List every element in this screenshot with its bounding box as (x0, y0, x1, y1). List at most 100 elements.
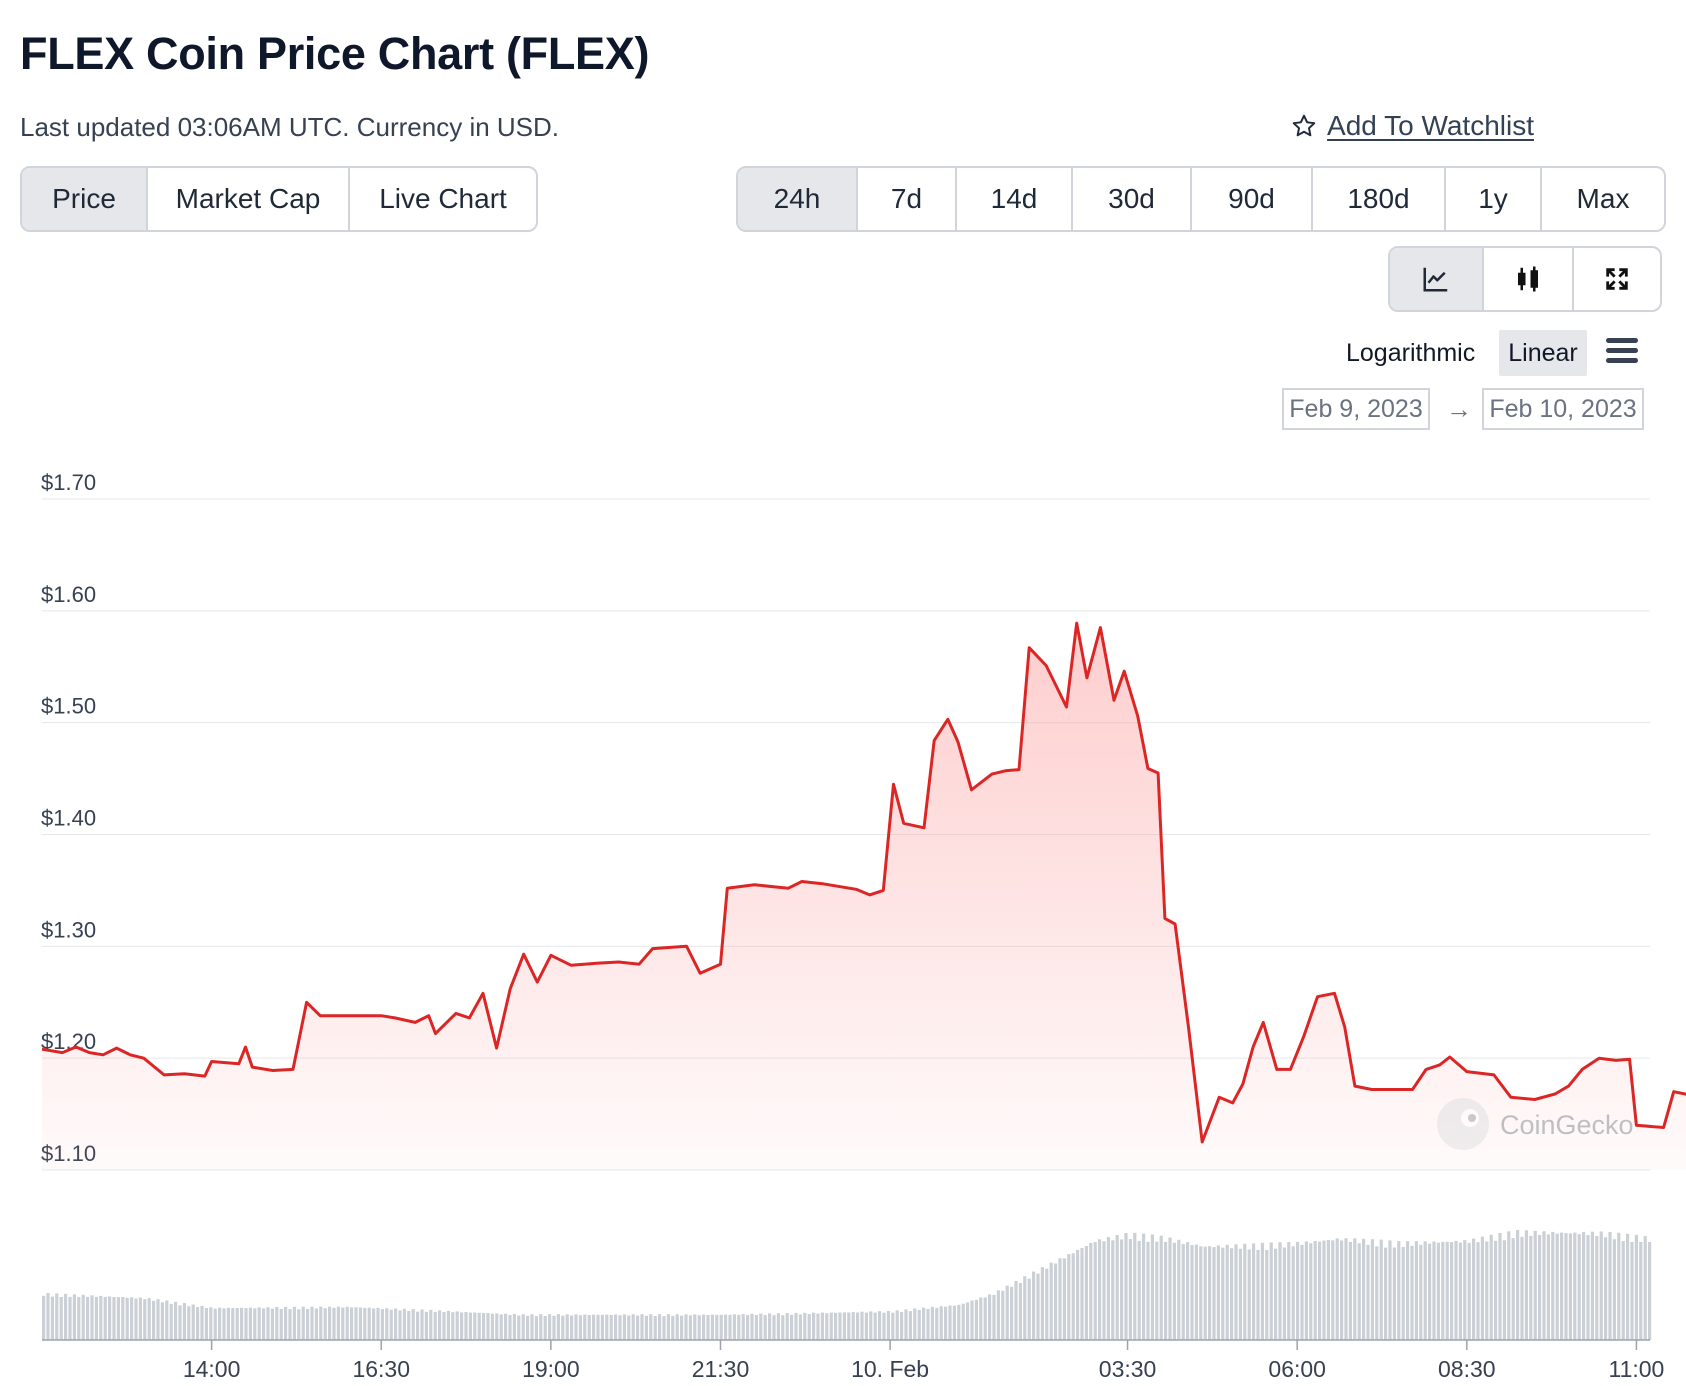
page-title: FLEX Coin Price Chart (FLEX) (20, 28, 650, 79)
volume-bar (1234, 1244, 1238, 1340)
scale-logarithmic[interactable]: Logarithmic (1346, 338, 1476, 367)
volume-bar (1194, 1244, 1198, 1340)
volume-bar (517, 1315, 521, 1340)
tab-live-chart[interactable]: Live Chart (379, 183, 507, 214)
range-30d[interactable]: 30d (1073, 168, 1192, 230)
volume-bar (218, 1307, 222, 1340)
volume-bar (1357, 1243, 1361, 1340)
volume-bar (191, 1304, 195, 1340)
volume-bar (1494, 1240, 1498, 1340)
range-180d[interactable]: 180d (1313, 168, 1446, 230)
volume-bar (1450, 1242, 1454, 1340)
volume-bar (750, 1313, 754, 1340)
volume-bar (1150, 1234, 1154, 1340)
last-updated-text: Last updated 03:06AM UTC. Currency in US… (20, 112, 560, 142)
add-to-watchlist-link[interactable]: Add To Watchlist (1291, 110, 1534, 142)
volume-bar (1212, 1247, 1216, 1340)
volume-bar (719, 1314, 723, 1340)
fullscreen-button[interactable] (1574, 248, 1660, 310)
volume-bar (798, 1314, 802, 1340)
hamburger-menu-icon[interactable] (1604, 336, 1640, 366)
x-tick-label: 08:30 (1438, 1356, 1496, 1382)
volume-bar (856, 1312, 860, 1340)
x-axis: 14:00 16:30 19:00 21:30 10. Feb 03:30 06:00 08:… (183, 1340, 1664, 1382)
volume-bar (649, 1314, 653, 1340)
volume-bar (262, 1308, 266, 1340)
line-chart-button[interactable] (1390, 248, 1484, 310)
volume-bar (310, 1306, 314, 1340)
price-chart: $1.10$1.20$1.30$1.40$1.50$1.60$1.70 14:0… (41, 470, 1686, 1382)
volume-bar (948, 1305, 952, 1340)
volume-bar (1190, 1245, 1194, 1340)
range-90d[interactable]: 90d (1192, 168, 1313, 230)
volume-bar (666, 1314, 670, 1340)
range-14d[interactable]: 14d (957, 168, 1073, 230)
volume-bar (636, 1315, 640, 1340)
range-7d[interactable]: 7d (858, 168, 957, 230)
x-tick-label: 14:00 (183, 1356, 241, 1382)
volume-bar (1252, 1243, 1256, 1340)
candlestick-icon (1518, 266, 1538, 292)
volume-bar (1018, 1283, 1022, 1340)
volume-bar (878, 1311, 882, 1340)
volume-bar (922, 1307, 926, 1340)
volume-bar (59, 1297, 63, 1340)
volume-bar (768, 1313, 772, 1340)
volume-bar (930, 1306, 934, 1340)
tab-price[interactable]: Price (22, 168, 148, 230)
volume-bar (640, 1314, 644, 1340)
range-24h[interactable]: 24h (738, 168, 858, 230)
volume-bar (455, 1311, 459, 1340)
volume-bar (1516, 1230, 1520, 1340)
volume-bar (345, 1306, 349, 1340)
date-to-input[interactable]: Feb 10, 2023 (1482, 388, 1644, 430)
volume-bar (988, 1294, 992, 1340)
volume-bar (240, 1307, 244, 1340)
volume-bar (99, 1295, 103, 1340)
volume-bar (398, 1310, 402, 1340)
volume-bar (790, 1314, 794, 1340)
volume-bar (1634, 1234, 1638, 1340)
volume-bar (622, 1314, 626, 1340)
price-line (41, 621, 1686, 1144)
volume-bar (1296, 1241, 1300, 1340)
scale-linear[interactable]: Linear (1499, 330, 1587, 376)
volume-bar (1476, 1242, 1480, 1340)
volume-bar (1511, 1238, 1515, 1340)
volume-bar (1353, 1238, 1357, 1340)
volume-bar (314, 1308, 318, 1340)
volume-bar (279, 1308, 283, 1340)
volume-bar (367, 1307, 371, 1340)
volume-bar (1626, 1233, 1630, 1340)
volume-bar (121, 1297, 125, 1340)
volume-bar (1071, 1253, 1075, 1340)
date-from-input[interactable]: Feb 9, 2023 (1282, 388, 1430, 430)
volume-bar (627, 1315, 631, 1340)
candlestick-button[interactable] (1484, 248, 1574, 310)
volume-bar (266, 1307, 270, 1340)
volume-bar (644, 1315, 648, 1340)
volume-bar (600, 1314, 604, 1340)
price-area (42, 623, 1686, 1170)
volume-bar (1542, 1231, 1546, 1340)
volume-bar (1560, 1232, 1564, 1340)
volume-bar (1529, 1235, 1533, 1340)
range-max[interactable]: Max (1576, 183, 1630, 214)
volume-bar (605, 1314, 609, 1340)
volume-bar (424, 1311, 428, 1340)
volume-bar (1300, 1244, 1304, 1340)
volume-bar (112, 1297, 116, 1340)
fullscreen-icon (1606, 268, 1628, 290)
volume-bar (1230, 1248, 1234, 1340)
volume-bar (512, 1314, 516, 1340)
volume-bar (618, 1315, 622, 1340)
volume-bar (1344, 1238, 1348, 1340)
range-1y[interactable]: 1y (1446, 168, 1542, 230)
volume-bar (165, 1300, 169, 1340)
volume-bar (1432, 1241, 1436, 1340)
volume-bar (209, 1307, 213, 1340)
view-tabs: Price Market Cap Live Chart (20, 166, 538, 232)
volume-bar (1612, 1239, 1616, 1340)
volume-bar (1414, 1241, 1418, 1340)
tab-market-cap[interactable]: Market Cap (148, 168, 350, 230)
